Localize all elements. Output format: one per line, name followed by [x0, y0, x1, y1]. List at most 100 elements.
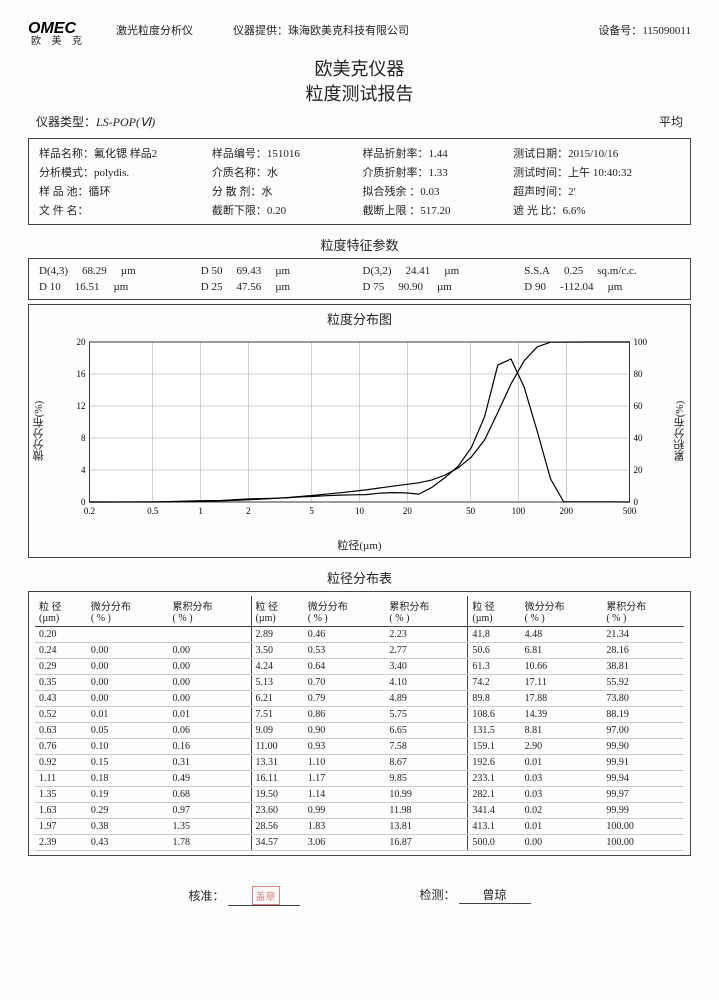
- svg-text:20: 20: [403, 506, 413, 516]
- chart-box: 粒度分布图 微分分布(%) 累积分布(%) 0.20.5125102050100…: [28, 304, 691, 558]
- svg-text:OMEC: OMEC: [28, 20, 76, 36]
- instrument-type: 仪器类型：LS-POP(Ⅵ): [36, 113, 155, 130]
- svg-text:4: 4: [81, 465, 86, 475]
- table-row: 0.430.000.006.210.794.8989.817.8873.80: [35, 691, 684, 707]
- table-row: 2.390.431.7834.573.0616.87500.00.00100.0…: [35, 835, 684, 851]
- svg-text:0: 0: [81, 497, 86, 507]
- svg-text:100: 100: [634, 337, 648, 347]
- y-axis-right-label: 累积分布(%): [672, 401, 688, 462]
- svg-text:20: 20: [77, 337, 87, 347]
- inspect: 检测： 曾琼: [420, 886, 531, 906]
- info-cell: 样品名称：氟化锶 样品2: [39, 145, 206, 161]
- svg-text:2: 2: [246, 506, 251, 516]
- char-cell: D 90-112.04µm: [524, 281, 680, 293]
- info-cell: 测试时间：上午 10:40:32: [513, 164, 680, 180]
- info-cell: 遮 光 比：6.6%: [513, 202, 680, 218]
- dist-table: 粒 径(µm)微分分布( % )累积分布( % )粒 径(µm)微分分布( % …: [35, 596, 684, 851]
- dist-header: 粒 径(µm): [251, 596, 304, 627]
- char-box: D(4,3)68.29µm D 5069.43µm D(3,2)24.41µm S.S…: [28, 258, 691, 300]
- table-row: 0.240.000.003.500.532.7750.66.8128.16: [35, 643, 684, 659]
- svg-text:200: 200: [560, 506, 574, 516]
- info-cell: 样 品 池：循环: [39, 183, 206, 199]
- table-row: 1.970.381.3528.561.8313.81413.10.01100.0…: [35, 819, 684, 835]
- header: OMEC 欧 美 克 激光粒度分析仪 仪器提供：珠海欧美克科技有限公司 设备号：…: [28, 18, 691, 47]
- info-cell: 文 件 名：: [39, 202, 206, 218]
- info-cell: 介质折射率：1.33: [363, 164, 508, 180]
- logo-cn: 欧 美 克: [31, 37, 98, 47]
- info-cell: 分 散 剂：水: [212, 183, 357, 199]
- svg-text:80: 80: [634, 369, 644, 379]
- info-cell: 截断下限：0.20: [212, 202, 357, 218]
- svg-text:60: 60: [634, 401, 644, 411]
- info-cell: 介质名称：水: [212, 164, 357, 180]
- table-row: 0.920.150.3113.311.108.67192.60.0199.91: [35, 755, 684, 771]
- dist-header: 粒 径(µm): [35, 596, 87, 627]
- footer: 核准： 盖章 检测： 曾琼: [28, 886, 691, 906]
- table-row: 0.520.010.017.510.865.75108.614.3988.19: [35, 707, 684, 723]
- svg-text:0.2: 0.2: [84, 506, 95, 516]
- svg-text:50: 50: [466, 506, 476, 516]
- svg-text:20: 20: [634, 465, 644, 475]
- svg-text:10: 10: [355, 506, 365, 516]
- char-cell: D(4,3)68.29µm: [39, 265, 195, 277]
- char-title: 粒度特征参数: [28, 235, 691, 254]
- header-mid: 激光粒度分析仪 仪器提供：珠海欧美克科技有限公司: [116, 18, 580, 38]
- table-row: 0.630.050.069.090.906.65131.58.8197.00: [35, 723, 684, 739]
- info-cell: 超声时间：2': [513, 183, 680, 199]
- page: OMEC 欧 美 克 激光粒度分析仪 仪器提供：珠海欧美克科技有限公司 设备号：…: [0, 0, 719, 1000]
- product-name: 激光粒度分析仪: [116, 22, 193, 38]
- svg-text:1: 1: [198, 506, 203, 516]
- svg-text:8: 8: [81, 433, 86, 443]
- svg-text:100: 100: [512, 506, 526, 516]
- provider: 仪器提供：珠海欧美克科技有限公司: [233, 22, 409, 38]
- svg-text:16: 16: [77, 369, 87, 379]
- table-row: 1.350.190.6819.501.1410.99282.10.0399.97: [35, 787, 684, 803]
- device-no: 设备号：115090011: [598, 18, 691, 38]
- dist-header: 累积分布( % ): [385, 596, 468, 627]
- info-cell: 样品折射率：1.44: [363, 145, 508, 161]
- chart-svg: 0.20.51251020501002005000481216200204060…: [29, 332, 690, 532]
- dist-table-box: 粒 径(µm)微分分布( % )累积分布( % )粒 径(µm)微分分布( % …: [28, 591, 691, 856]
- svg-text:0: 0: [634, 497, 639, 507]
- svg-text:40: 40: [634, 433, 644, 443]
- svg-text:0.5: 0.5: [147, 506, 159, 516]
- chart-title: 粒度分布图: [29, 305, 690, 332]
- char-cell: D 5069.43µm: [201, 265, 357, 277]
- table-row: 1.110.180.4916.111.179.85233.10.0399.94: [35, 771, 684, 787]
- report-title: 欧美克仪器 粒度测试报告: [28, 57, 691, 107]
- char-cell: D 1016.51µm: [39, 281, 195, 293]
- x-axis-label: 粒径(µm): [29, 535, 690, 557]
- svg-text:12: 12: [77, 401, 86, 411]
- stamp-icon: 盖章: [252, 886, 280, 905]
- char-cell: S.S.A0.25sq.m/c.c.: [524, 265, 680, 277]
- sample-info-box: 样品名称：氟化锶 样品2 样品编号：151016 样品折射率：1.44 测试日期：20…: [28, 138, 691, 225]
- info-cell: 分析模式：polydis.: [39, 164, 206, 180]
- svg-text:500: 500: [623, 506, 637, 516]
- table-row: 0.350.000.005.130.704.1074.217.1155.92: [35, 675, 684, 691]
- info-cell: 测试日期：2015/10/16: [513, 145, 680, 161]
- table-row: 1.630.290.9723.600.9911.98341.40.0299.99: [35, 803, 684, 819]
- approve-sig: 盖章: [228, 886, 300, 906]
- dist-header: 微分分布( % ): [87, 596, 169, 627]
- char-cell: D 2547.56µm: [201, 281, 357, 293]
- logo: OMEC 欧 美 克: [28, 18, 98, 47]
- info-cell: 截断上限 ：517.20: [363, 202, 508, 218]
- dist-header: 累积分布( % ): [602, 596, 684, 627]
- dist-header: 粒 径(µm): [468, 596, 521, 627]
- inspector-name: 曾琼: [459, 886, 531, 904]
- char-cell: D(3,2)24.41µm: [363, 265, 519, 277]
- avg-label: 平均: [659, 113, 683, 130]
- table-row: 0.290.000.004.240.643.4061.310.6638.81: [35, 659, 684, 675]
- svg-text:5: 5: [309, 506, 314, 516]
- approve: 核准： 盖章: [188, 886, 299, 906]
- y-axis-left-label: 微分分布(%): [31, 401, 47, 462]
- info-cell: 样品编号：151016: [212, 145, 357, 161]
- meta-row: 仪器类型：LS-POP(Ⅵ) 平均: [28, 107, 691, 132]
- dist-header: 微分分布( % ): [304, 596, 386, 627]
- dist-header: 累积分布( % ): [169, 596, 252, 627]
- dist-title: 粒径分布表: [28, 568, 691, 587]
- char-cell: D 7590.90µm: [363, 281, 519, 293]
- table-row: 0.202.890.462.2341.84.4821.34: [35, 627, 684, 643]
- info-cell: 拟合残余 ：0.03: [363, 183, 508, 199]
- table-row: 0.760.100.1611.000.937.58159.12.9099.90: [35, 739, 684, 755]
